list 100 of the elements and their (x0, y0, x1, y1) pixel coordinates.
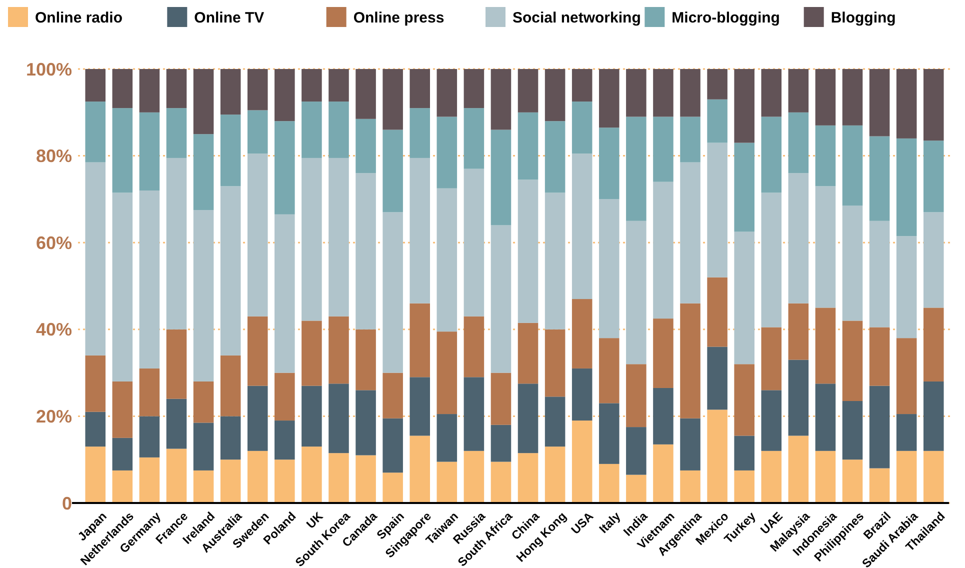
bar (410, 377, 430, 436)
x-tick-label: USA (568, 508, 596, 537)
bar (220, 416, 241, 460)
bar (274, 372, 295, 421)
bar (328, 453, 349, 503)
bar (653, 444, 674, 503)
bar (247, 450, 268, 503)
bar (328, 316, 349, 384)
bar (410, 69, 430, 108)
bar (356, 390, 376, 456)
bar (410, 303, 430, 378)
bar (896, 450, 917, 503)
bar (85, 446, 106, 503)
bar (382, 130, 403, 212)
bar (436, 188, 458, 332)
bar (761, 116, 782, 193)
bar (599, 69, 620, 128)
bar (544, 69, 566, 122)
bar (410, 158, 430, 304)
bar (490, 225, 512, 373)
bar (356, 329, 376, 390)
bar (328, 102, 349, 158)
bar (707, 277, 728, 347)
bar (572, 154, 592, 300)
bar (923, 140, 944, 212)
bar (166, 158, 187, 330)
bar (302, 102, 322, 158)
bar (626, 69, 646, 117)
bar (382, 472, 403, 503)
bar (707, 69, 728, 100)
bar (436, 69, 458, 117)
bar (599, 403, 620, 464)
bar (572, 368, 592, 421)
bar (302, 158, 322, 321)
y-tick-label: 20% (36, 406, 72, 426)
bar (464, 108, 484, 169)
bar (734, 436, 754, 470)
bar (761, 69, 782, 117)
bar (707, 99, 728, 143)
bar (436, 116, 458, 188)
bar (626, 220, 646, 364)
bar (734, 232, 754, 364)
bar (193, 470, 214, 503)
bar (653, 388, 674, 444)
bar (220, 460, 241, 503)
legend-label: Blogging (830, 9, 896, 26)
bar (544, 396, 566, 447)
bar (302, 320, 322, 386)
bar (734, 470, 754, 503)
y-tick-label: 100% (26, 59, 72, 80)
bar (112, 381, 133, 438)
legend-label: Online TV (194, 9, 264, 26)
y-tick-label: 60% (36, 232, 72, 253)
bar (788, 69, 809, 112)
bar (518, 112, 538, 180)
bar (410, 108, 430, 158)
bar (302, 69, 322, 102)
bar (572, 420, 592, 503)
bar (653, 116, 674, 182)
bar (815, 450, 836, 503)
bar (815, 69, 836, 126)
legend-label: Social networking (512, 9, 641, 26)
bar (923, 308, 944, 382)
bar (518, 180, 538, 323)
bar (112, 438, 133, 470)
bar (896, 414, 917, 451)
bar (869, 69, 890, 136)
bar (815, 308, 836, 384)
bar (139, 416, 160, 458)
bar (112, 192, 133, 382)
bar (680, 303, 700, 418)
bar (896, 236, 917, 338)
bar (842, 460, 863, 503)
bar (247, 316, 268, 386)
bar (382, 69, 403, 130)
bar (328, 158, 349, 316)
bar (139, 190, 160, 368)
bar (166, 108, 187, 158)
bar (788, 436, 809, 503)
bar (599, 128, 620, 200)
bar (193, 381, 214, 423)
bar (842, 69, 863, 126)
bar (544, 121, 566, 193)
bar (193, 210, 214, 382)
bar (788, 360, 809, 436)
bar (85, 355, 106, 412)
bar (599, 464, 620, 503)
bar (788, 173, 809, 304)
bar (842, 206, 863, 321)
bar (490, 69, 512, 130)
bar (896, 338, 917, 414)
bar (788, 112, 809, 174)
bar (490, 424, 512, 462)
bar (923, 381, 944, 451)
bar (815, 384, 836, 451)
bar (220, 69, 241, 115)
bar (193, 69, 214, 134)
bar (112, 470, 133, 503)
bar (599, 338, 620, 404)
bar (247, 110, 268, 154)
